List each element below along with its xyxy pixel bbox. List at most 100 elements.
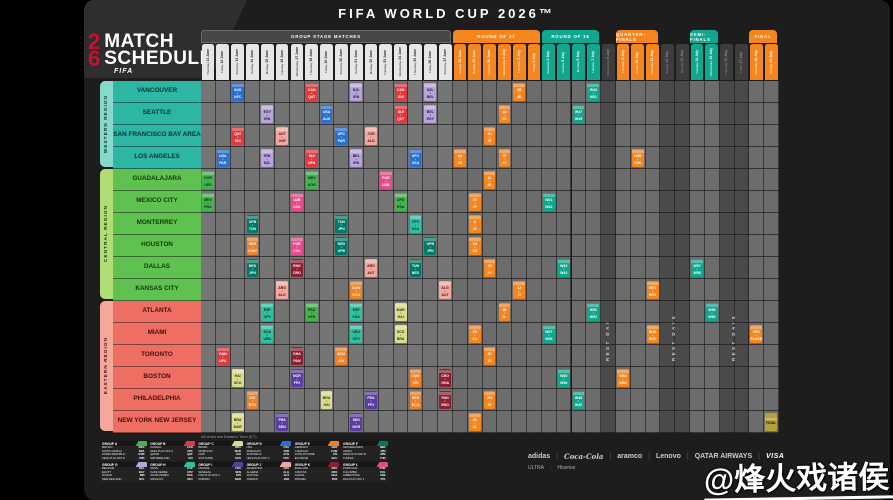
sponsor-logo-adidas: adidas [528,453,551,460]
city-label: SAN FRANCISCO BAY AREA [113,125,201,147]
match-block-r32: 1I v 2J [468,214,481,233]
team-code: 1C [487,131,492,136]
team-code: URU [352,329,360,334]
group-team-row: HAITI HAI [198,453,241,457]
team-code: 2E [517,95,522,100]
group-box-I: GROUP I FRANCE FRA SENEGAL SEN FIFA PLAY-OFF … [196,462,243,482]
team-code: UPB [337,249,346,254]
versus: v [266,158,268,162]
group-box-header: GROUP F [341,441,388,446]
group-team-row: URUGUAY URU [150,477,193,481]
fifa-wordmark: FIFA [114,68,134,75]
match-block-group-I: SEN v NOR [350,412,363,431]
date-tab: Thursday 25 June [409,44,422,80]
team-code: 2E [502,161,507,166]
group-box-header: GROUP J [244,462,292,467]
team-code: W55 [634,153,642,158]
versus: v [400,334,402,338]
date-tab: Sunday 19 July [764,44,778,80]
group-box-F: GROUP F NETHERLANDS NED JAPAN JPN UEFA PLAY-O… [341,441,388,461]
versus: v [503,158,505,162]
match-block-group-G: BEL v EGY [424,104,437,123]
group-team-row: SAUDI ARABIA KSA [150,474,193,478]
team-code: BRA [396,337,405,342]
group-box-header: GROUP H [148,462,195,467]
team-code: KSA [411,227,420,232]
team-code: 1L [472,425,477,430]
group-box-header: GROUP I [196,462,243,467]
match-block-group-H: ESP v CPV [261,302,274,321]
match-block-group-C: HAI v SCO [231,368,244,387]
match-block-group-I: FRA v SEN [276,412,288,431]
versus: v [370,136,372,140]
team-code: UPD [204,183,212,188]
team-code: MAR [233,425,242,430]
versus: v [340,356,342,360]
versus: v [281,290,283,294]
versus: v [251,268,254,272]
group-team-row: ECUADOR ECU [294,456,338,460]
match-block-r32: 2C v 1D [483,346,496,365]
sponsor-logo-aramco: aramco [617,453,643,460]
team-code: 1J [517,285,522,290]
date-tab: Wednesday 24 June [394,44,408,80]
team-code: AUT [367,271,375,276]
group-team-row: SWITZERLAND SUI [150,456,193,460]
date-tab-text: Tuesday 16 June [279,49,284,75]
versus: v [429,92,431,96]
city-label: GUADALAJARA [113,169,201,191]
group-box-H: GROUP H SPAIN ESP CAPE VERDE CPV SAUDI ARABIA… [148,462,195,482]
match-block-qf: W51 v W52 [646,280,659,299]
group-team-row: UEFA PLAY-OFF B UPB [343,453,386,457]
team-code: ENG [441,403,449,408]
match-block-r16: W38 v W40 [572,390,585,409]
match-block-qf: 3RD v PLACE [750,324,763,343]
match-block-group-A: UPD v RSA [394,192,407,211]
group-team-row: AUSTRALIA AUS [246,453,290,457]
versus: v [563,268,565,272]
match-block-r32: 1D v 2C [498,104,511,123]
match-block-group-G: BEL v IRN [350,148,363,167]
match-block-r32: 2K v 1L [468,412,481,431]
group-team-row: NETHERLANDS NED [343,446,386,449]
group-team-row: FIFA PLAY-OFF 1 FP1 [343,477,386,481]
match-block-group-G: NZL v BEL [424,82,437,101]
band-r32: ROUND OF 32 [452,30,540,43]
versus: v [355,290,357,294]
versus: v [444,290,446,294]
match-block-sf: W59 v W60 [705,302,718,321]
group-box-header: GROUP A [100,441,147,446]
team-code: 1F [487,403,492,408]
match-block-r32: 1G v 2H [483,258,496,277]
match-block-r16: W49 v W51 [587,82,600,101]
city-label: SEATTLE [113,103,201,125]
group-team-row: PARAGUAY PAR [246,449,290,453]
match-block-group-F: UPB v TUN [246,214,259,233]
group-team-row: BELGIUM BEL [102,467,145,470]
team-code: MEX [204,197,212,202]
group-team-row: MOROCCO MAR [198,449,241,453]
versus: v [222,356,224,360]
match-block-qf: W55 v W56 [631,148,644,167]
team-code: BRA [322,395,331,400]
team-code: W52 [648,293,657,298]
team-code: 1D [502,109,507,114]
match-block-group-C: SCO v BRA [394,324,407,343]
versus: v [311,180,313,184]
team-code: W38 [574,395,583,400]
group-box-header: GROUP C [196,441,243,446]
date-tab: Sunday 21 June [349,44,363,80]
match-block-group-J: AUT v JOR [276,126,288,145]
versus: v [444,400,446,404]
team-code: CIV [249,395,256,400]
match-block-r16: W37 v W39 [542,324,555,343]
team-code: JOR [367,131,375,136]
date-tab: Tuesday 14 July [690,44,704,80]
team-code: 1B [516,87,522,92]
team-code: 1A [457,153,463,158]
date-tab: Saturday 4 July [542,44,556,80]
group-team-row: COTE D'IVOIRE CIV [294,453,338,457]
group-team-row: USA USA [246,446,290,449]
date-tab: Tuesday 30 June [483,44,496,80]
